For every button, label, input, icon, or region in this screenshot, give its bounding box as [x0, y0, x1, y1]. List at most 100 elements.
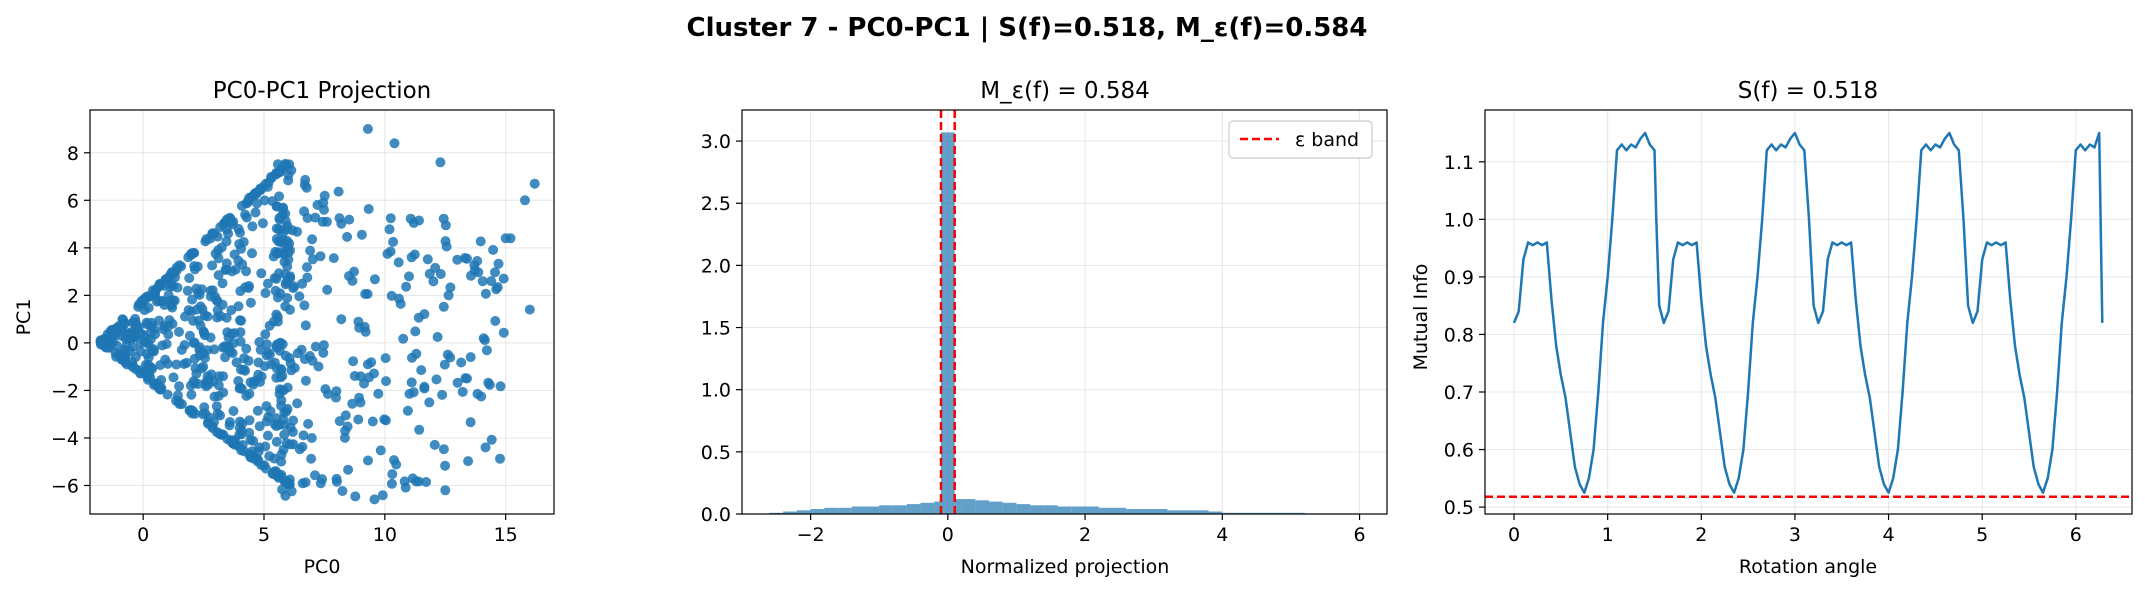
scatter-point [270, 169, 281, 180]
scatter-point [388, 236, 399, 247]
y-tick-label: 1.5 [701, 318, 731, 340]
scatter-point [475, 236, 486, 247]
scatter-point [245, 435, 256, 445]
histogram-panel: M_ε(f) = 0.584 −2 0 2 4 6 0.0 0.5 1.0 1.5 2.0 2.5… [701, 78, 1388, 578]
scatter-point [248, 376, 259, 387]
scatter-point [197, 409, 208, 420]
scatter-point [380, 415, 391, 426]
scatter-point [313, 361, 324, 372]
scatter-point [284, 159, 295, 170]
scatter-point [472, 256, 483, 266]
scatter-point [391, 459, 402, 470]
scatter-point [276, 395, 287, 406]
scatter-point [203, 379, 214, 390]
scatter-point [490, 316, 501, 326]
scatter-point [275, 237, 286, 247]
x-tick-label: 2 [1079, 524, 1091, 546]
scatter-point [226, 305, 237, 316]
scatter-point [302, 262, 312, 273]
scatter-point [419, 381, 430, 392]
scatter-point [369, 274, 380, 285]
histogram-bar [1167, 510, 1182, 514]
scatter-point [174, 399, 185, 410]
scatter-point [289, 281, 300, 292]
x-tick-label: 5 [1976, 524, 1988, 546]
scatter-point [276, 449, 287, 460]
scatter-point [256, 371, 267, 382]
scatter-point [343, 464, 354, 475]
scatter-point [134, 365, 145, 376]
scatter-point [411, 348, 422, 359]
scatter-point [362, 124, 373, 134]
scatter-point [381, 376, 391, 387]
scatter-point [399, 476, 410, 487]
scatter-point [333, 186, 344, 197]
histogram-bar [1016, 504, 1031, 514]
scatter-point [191, 283, 202, 294]
scatter-point [520, 195, 530, 206]
scatter-point [153, 381, 164, 392]
scatter-point [205, 332, 216, 343]
scatter-point [331, 476, 342, 487]
histogram-bar [851, 506, 866, 514]
histogram-bar [1208, 511, 1223, 514]
histogram-bar [1098, 507, 1113, 514]
histogram-bar [906, 504, 921, 514]
histogram-bar [893, 505, 907, 514]
scatter-point [143, 352, 154, 363]
scatter-point [414, 424, 425, 435]
line-series [1512, 131, 2104, 494]
histogram-bar [1071, 506, 1086, 514]
scatter-point [387, 469, 398, 480]
scatter-point [261, 401, 272, 412]
scatter-title: PC0-PC1 Projection [213, 78, 431, 104]
scatter-point [243, 195, 254, 206]
scatter-point [207, 260, 218, 271]
scatter-y-ticks: −6 −4 −2 0 2 4 6 8 [51, 143, 90, 497]
histogram-bar [934, 501, 941, 514]
line-panel: S(f) = 0.518 0 1 2 3 4 5 6 0.5 0.6 0.7 0.8 0.9 1.0 1… [1410, 78, 2133, 578]
scatter-point [305, 245, 316, 256]
y-tick-label: 1.0 [701, 380, 731, 402]
histogram-bar [1002, 502, 1017, 514]
scatter-point [253, 446, 264, 457]
scatter-point [473, 267, 484, 278]
scatter-point [505, 233, 516, 244]
scatter-point [406, 377, 417, 388]
scatter-point [289, 363, 300, 373]
scatter-point [493, 258, 504, 269]
scatter-point [130, 313, 141, 324]
scatter-point [307, 234, 318, 245]
scatter-point [359, 378, 369, 389]
scatter-point [437, 389, 448, 400]
scatter-point [254, 337, 265, 347]
scatter-point [301, 182, 312, 193]
scatter-point [495, 453, 505, 464]
scatter-point [440, 220, 451, 231]
y-tick-label: 1.1 [1444, 152, 1474, 174]
scatter-point [306, 453, 317, 464]
scatter-point [369, 494, 380, 505]
scatter-ylabel: PC1 [13, 299, 35, 336]
scatter-point [375, 445, 386, 456]
scatter-point [432, 332, 443, 342]
x-tick-label: 0 [137, 524, 149, 546]
scatter-point [172, 390, 183, 401]
histogram-x-ticks: −2 0 2 4 6 [797, 514, 1366, 546]
scatter-point [271, 201, 282, 212]
y-tick-label: 3.0 [701, 131, 731, 153]
scatter-point [144, 362, 155, 373]
scatter-point [280, 279, 291, 290]
y-tick-label: 8 [67, 143, 79, 165]
scatter-point [272, 159, 283, 170]
scatter-point [377, 490, 388, 501]
scatter-point [465, 352, 476, 363]
scatter-point [211, 295, 222, 306]
scatter-point [386, 290, 397, 301]
scatter-point [339, 432, 350, 443]
scatter-point [215, 429, 226, 440]
scatter-point [176, 261, 187, 272]
scatter-point [190, 363, 201, 374]
scatter-point [334, 213, 345, 224]
scatter-point [220, 352, 231, 363]
